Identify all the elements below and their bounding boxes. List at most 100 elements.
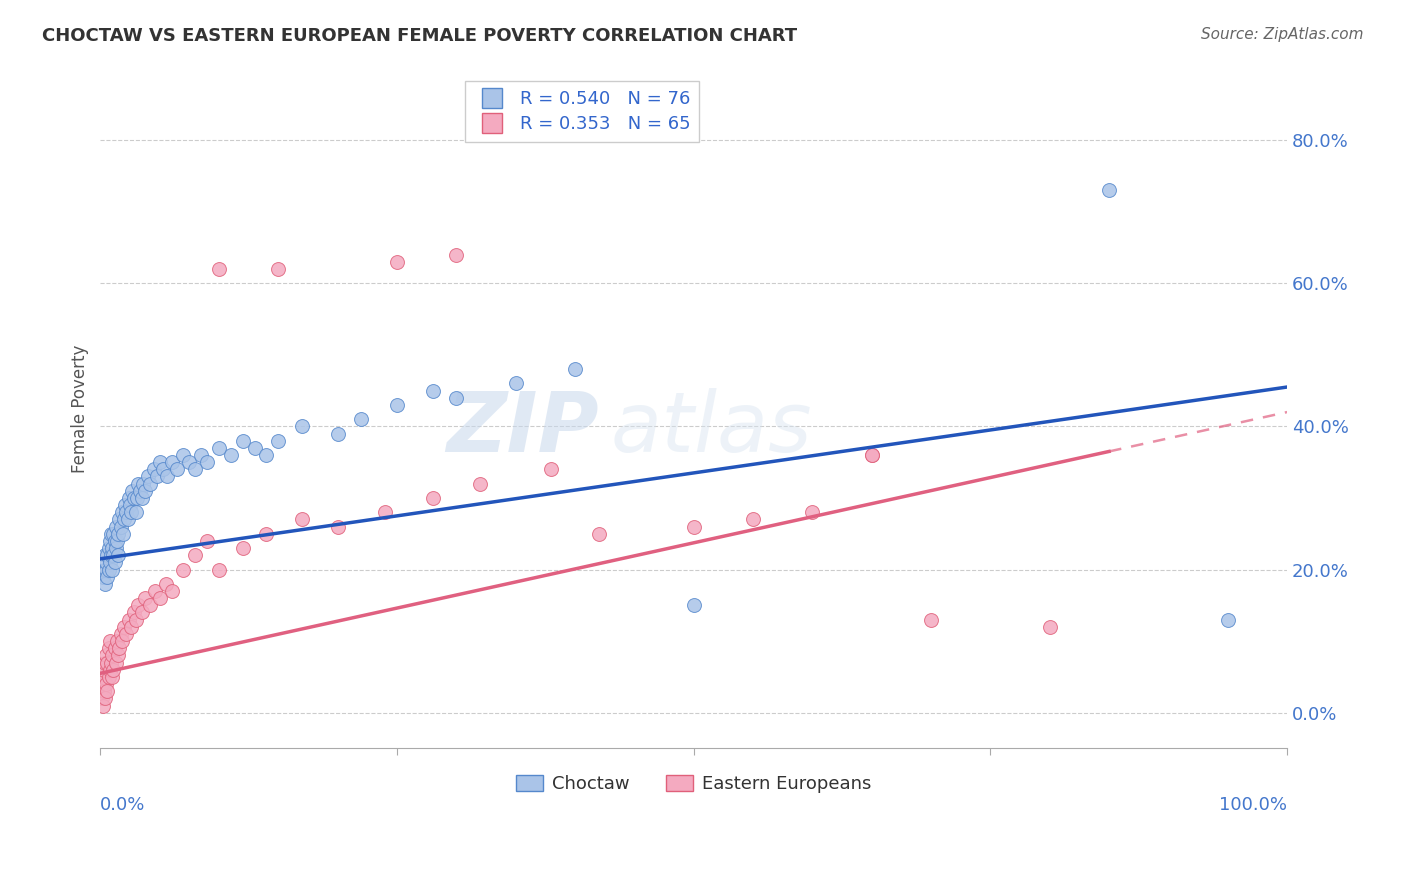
Point (195, 533, 218, 548)
Point (256, 526, 278, 541)
Point (149, 455, 172, 469)
Point (131, 491, 153, 505)
Point (860, 448, 883, 462)
Point (155, 577, 177, 591)
Point (122, 491, 145, 505)
Point (120, 505, 142, 519)
Point (184, 462, 207, 476)
Point (112, 512, 135, 526)
Point (267, 261, 290, 276)
Point (104, 641, 127, 656)
Point (108, 512, 131, 526)
Point (422, 491, 444, 505)
Point (1098, 183, 1121, 197)
Point (125, 505, 148, 519)
Point (160, 455, 183, 469)
Point (96, 656, 118, 670)
Point (920, 613, 942, 627)
Point (93, 684, 115, 698)
Point (422, 384, 444, 398)
Point (97, 641, 120, 656)
Point (107, 648, 129, 663)
Point (105, 533, 128, 548)
Point (136, 469, 159, 483)
Point (96, 570, 118, 584)
Point (91, 698, 114, 713)
Point (96, 548, 118, 562)
Point (291, 419, 314, 434)
Point (152, 462, 174, 476)
Point (326, 519, 349, 533)
Y-axis label: Female Poverty: Female Poverty (72, 344, 89, 473)
Point (101, 541, 124, 555)
Point (127, 491, 149, 505)
Point (208, 261, 231, 276)
Point (139, 599, 162, 613)
Point (232, 541, 254, 555)
Point (112, 620, 135, 634)
Point (134, 483, 156, 498)
Point (118, 491, 141, 505)
Point (446, 247, 468, 261)
Point (742, 512, 765, 526)
Point (122, 606, 145, 620)
Point (100, 526, 122, 541)
Point (108, 641, 131, 656)
Point (97, 563, 120, 577)
Point (540, 462, 562, 476)
Text: atlas: atlas (610, 388, 813, 469)
Point (94, 656, 117, 670)
Point (118, 498, 141, 512)
Point (104, 555, 127, 569)
Point (115, 505, 138, 519)
Point (115, 627, 138, 641)
Point (801, 505, 824, 519)
Point (468, 476, 491, 491)
Point (90, 691, 112, 706)
Point (184, 548, 207, 562)
Point (101, 648, 124, 663)
Point (93, 563, 115, 577)
Point (1039, 620, 1062, 634)
Point (96, 684, 118, 698)
Point (131, 606, 153, 620)
Point (96, 648, 118, 663)
Point (97, 670, 120, 684)
Point (219, 448, 242, 462)
Point (104, 541, 127, 555)
Text: 100.0%: 100.0% (1219, 796, 1286, 814)
Point (107, 526, 129, 541)
Point (146, 469, 169, 483)
Point (111, 505, 134, 519)
Point (505, 376, 527, 391)
Point (385, 254, 408, 268)
Point (90, 677, 112, 691)
Point (94, 691, 117, 706)
Point (103, 663, 125, 677)
Point (101, 563, 124, 577)
Point (179, 455, 201, 469)
Point (120, 620, 142, 634)
Point (143, 584, 166, 599)
Point (142, 462, 165, 476)
Point (111, 526, 134, 541)
Point (374, 505, 396, 519)
Point (91, 670, 114, 684)
Point (385, 398, 408, 412)
Point (118, 613, 141, 627)
Point (172, 448, 194, 462)
Point (100, 656, 122, 670)
Point (291, 512, 314, 526)
Point (139, 476, 162, 491)
Point (156, 469, 179, 483)
Point (134, 591, 156, 606)
Legend: Choctaw, Eastern Europeans: Choctaw, Eastern Europeans (509, 768, 879, 801)
Point (96, 555, 118, 569)
Point (267, 434, 290, 448)
Point (121, 483, 143, 498)
Point (682, 519, 704, 533)
Point (1216, 613, 1239, 627)
Point (166, 462, 188, 476)
Point (588, 526, 610, 541)
Point (128, 483, 150, 498)
